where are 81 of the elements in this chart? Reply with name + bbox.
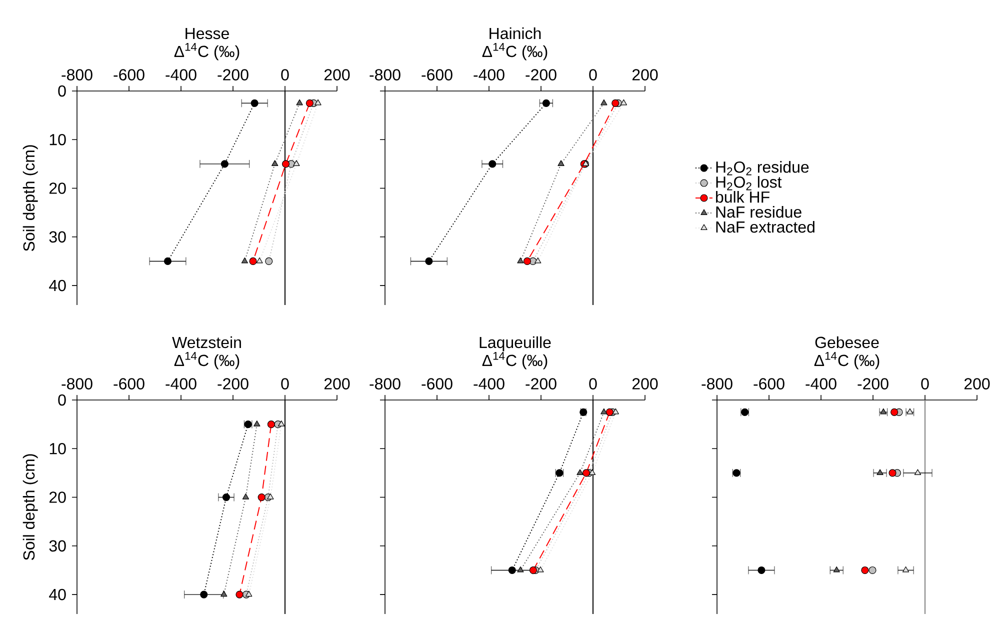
legend-label: H$_{2}$O$_{2}$ residue — [716, 161, 809, 176]
x-tick-label: 0 — [281, 378, 289, 390]
y-tick-label: 10 — [50, 442, 66, 454]
y-tick-label: 10 — [50, 134, 66, 146]
x-tick-label: -200 — [858, 378, 888, 390]
point — [258, 493, 266, 502]
x-tick-label: -800 — [702, 378, 732, 390]
point — [293, 160, 300, 166]
x-tick-label: -400 — [806, 378, 836, 390]
point — [246, 590, 252, 597]
point — [241, 257, 248, 264]
point — [265, 257, 273, 266]
y-tick-label: 20 — [49, 492, 66, 503]
y-tick-label: 0 — [58, 85, 66, 97]
x-tick-label: -400 — [166, 378, 196, 390]
legend-label: bulk HF — [716, 190, 770, 203]
y-tick-label: 0 — [58, 394, 66, 406]
legend-label: NaF residue — [716, 206, 802, 218]
x-tick-label: -200 — [218, 69, 248, 80]
point — [236, 590, 244, 598]
x-tick-label: -600 — [754, 378, 784, 390]
y-tick-label: 30 — [49, 231, 66, 243]
x-tick-label: -800 — [62, 69, 92, 80]
x-tick-label: -800 — [370, 69, 400, 80]
y-tick-label: 40 — [49, 588, 66, 600]
x-axis-title: Δ$^{14}$C (‰) — [482, 352, 548, 370]
point — [256, 257, 263, 264]
point — [222, 493, 230, 502]
x-tick-label: -200 — [218, 378, 248, 390]
x-tick-label: 200 — [964, 378, 990, 390]
x-axis-title: Δ$^{14}$C (‰) — [482, 43, 548, 60]
point — [278, 420, 285, 426]
point — [267, 420, 276, 428]
point — [220, 590, 228, 597]
x-tick-label: -600 — [422, 378, 452, 390]
x-tick-label: -600 — [114, 69, 144, 80]
chart-title: Gebesee — [815, 336, 879, 348]
point — [306, 99, 314, 107]
point — [296, 99, 303, 106]
x-tick-label: -800 — [62, 378, 92, 390]
y-axis-title: Soil depth (cm) — [22, 454, 38, 560]
x-tick-label: 200 — [632, 378, 658, 390]
x-tick-label: 0 — [589, 378, 597, 390]
point — [164, 257, 172, 266]
x-axis-title: Δ$^{14}$C (‰) — [174, 43, 240, 60]
point — [250, 99, 258, 107]
x-tick-label: -200 — [526, 378, 556, 390]
point — [200, 590, 208, 598]
chart-title: Laqueuille — [480, 336, 551, 352]
x-tick-label: -800 — [370, 378, 400, 390]
legend-label: NaF extracted — [716, 220, 814, 233]
x-tick-label: -200 — [526, 69, 556, 80]
x-tick-label: 0 — [281, 69, 289, 80]
point — [220, 160, 228, 168]
x-tick-label: -600 — [422, 69, 452, 80]
point — [242, 493, 250, 500]
legend-label: H$_{2}$O$_{2}$ lost — [716, 176, 782, 190]
point — [267, 493, 274, 500]
x-tick-label: 0 — [921, 378, 929, 390]
y-axis-title: Soil depth (cm) — [22, 145, 38, 252]
y-tick-label: 30 — [49, 540, 66, 552]
point — [314, 99, 322, 106]
point — [282, 160, 290, 168]
x-tick-label: 200 — [324, 378, 350, 390]
x-tick-label: 200 — [324, 69, 350, 80]
chart-title: Hainich — [490, 27, 541, 40]
x-axis-title: Δ$^{14}$C (‰) — [814, 352, 880, 370]
x-tick-label: -400 — [166, 69, 196, 80]
x-tick-label: 200 — [632, 69, 658, 80]
chart-title: Hesse — [186, 28, 229, 40]
x-tick-label: -400 — [474, 69, 504, 80]
y-tick-label: 40 — [49, 280, 66, 292]
x-tick-label: -600 — [114, 378, 144, 390]
chart-title: Wetzstein — [172, 336, 241, 348]
point — [272, 160, 278, 166]
x-axis-title: Δ$^{14}$C (‰) — [174, 352, 240, 370]
x-tick-label: 0 — [589, 69, 597, 80]
x-tick-label: -400 — [474, 378, 504, 390]
point — [249, 257, 257, 266]
point — [254, 420, 260, 426]
y-tick-label: 20 — [49, 182, 66, 194]
